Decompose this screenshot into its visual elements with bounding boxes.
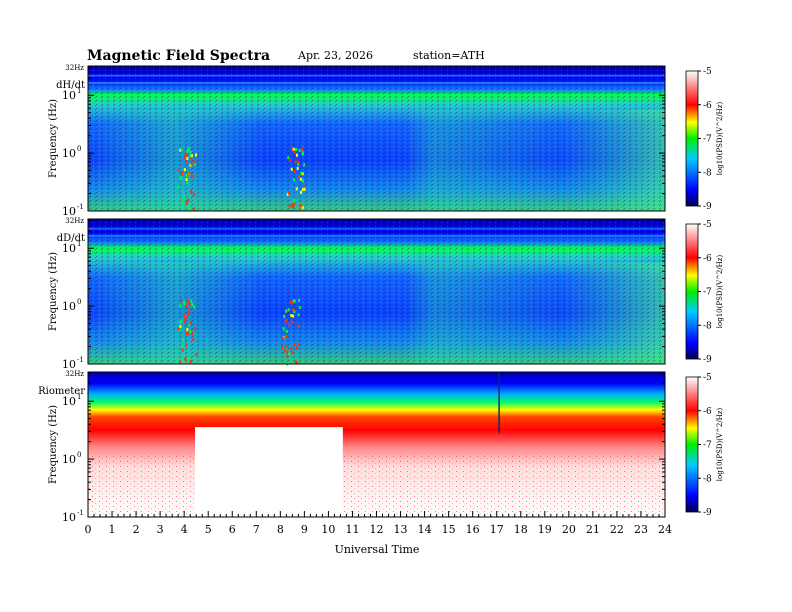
x-tick-label-10: 10	[321, 523, 335, 536]
x-tick-label-18: 18	[514, 523, 528, 536]
y-tick-exp-3-1: 0	[77, 451, 81, 459]
colorbar-tick-1-0: -5	[703, 67, 712, 77]
colorbar-tick-1-2: -7	[703, 135, 712, 145]
panel-frame-2	[87, 218, 666, 365]
x-tick-label-17: 17	[490, 523, 504, 536]
colorbar-label-2: log10(PSD)(V^2/Hz)	[716, 255, 724, 329]
y-tick-label-3-0: 10	[62, 395, 76, 408]
spectrogram-noise-3	[88, 451, 665, 517]
y-tick-exp-2-2: -1	[77, 356, 84, 364]
y-tick-label-2-0: 10	[62, 242, 76, 255]
panel-label-2: dD/dt	[57, 233, 85, 244]
x-tick-label-0: 0	[85, 523, 92, 536]
colorbar-tick-3-4: -9	[703, 508, 712, 518]
x-tick-label-2: 2	[133, 523, 140, 536]
x-tick-label-14: 14	[418, 523, 432, 536]
x-tick-label-22: 22	[610, 523, 624, 536]
date-label: Apr. 23, 2026	[297, 49, 373, 62]
x-tick-label-19: 19	[538, 523, 552, 536]
y-axis-label-1: Frequency (Hz)	[48, 99, 59, 178]
colorbar-tick-3-3: -8	[703, 474, 712, 484]
colorbar-tick-1-4: -9	[703, 202, 712, 212]
burst-2-1	[281, 298, 301, 366]
y-tick-label-2-1: 10	[62, 300, 76, 313]
y-tick-label-3-2: 10	[62, 511, 76, 524]
x-tick-label-9: 9	[301, 523, 308, 536]
x-tick-label-6: 6	[229, 523, 236, 536]
y-tick-exp-2-1: 0	[77, 298, 81, 306]
burst-1-0	[177, 147, 198, 211]
colorbar-label-1: log10(PSD)(V^2/Hz)	[716, 102, 724, 176]
colorbar-tick-2-0: -5	[703, 220, 712, 230]
x-axis: 0 1 2 3 4 5 6 7 8 9 10 11 12 13 14 15 16 17 18 19 20 21 22 23 24	[85, 511, 672, 536]
burst-2-0	[177, 298, 198, 364]
x-tick-label-11: 11	[345, 523, 359, 536]
y-tick-exp-1-2: -1	[77, 203, 84, 211]
figure-title: Magnetic Field Spectra	[87, 48, 270, 64]
panel-label-1: dH/dt	[56, 80, 85, 91]
x-axis-label: Universal Time	[335, 543, 420, 556]
y-axis-label-3: Frequency (Hz)	[48, 405, 59, 484]
station-label: station=ATH	[413, 49, 485, 62]
colorbar-tick-3-2: -7	[703, 441, 712, 451]
burst-1-1	[286, 147, 306, 210]
colorbar-2	[685, 223, 699, 360]
y-top-label-2: 32Hz	[65, 217, 84, 225]
colorbar-tick-2-1: -6	[703, 254, 712, 264]
y-axis-label-2: Frequency (Hz)	[48, 252, 59, 331]
x-tick-label-16: 16	[466, 523, 480, 536]
colorbar-1	[685, 70, 699, 207]
panel-label-3: Riometer	[38, 386, 85, 397]
x-tick-label-7: 7	[253, 523, 260, 536]
y-tick-label-1-0: 10	[62, 89, 76, 102]
colorbar-tick-2-3: -8	[703, 321, 712, 331]
panel-frame-1	[87, 65, 666, 212]
x-tick-label-20: 20	[562, 523, 576, 536]
band-line-2-1	[88, 234, 665, 237]
y-tick-label-1-1: 10	[62, 147, 76, 160]
x-tick-label-8: 8	[277, 523, 284, 536]
spectrogram-noise-1	[88, 66, 665, 211]
y-top-label-1: 32Hz	[65, 64, 84, 72]
x-tick-label-13: 13	[394, 523, 408, 536]
y-tick-exp-1-1: 0	[77, 145, 81, 153]
x-tick-label-1: 1	[109, 523, 116, 536]
band-line-1-1	[88, 81, 665, 84]
colorbar-tick-3-0: -5	[703, 373, 712, 383]
colorbar-tick-3-1: -6	[703, 407, 712, 417]
x-tick-label-3: 3	[157, 523, 164, 536]
colorbar-label-3: log10(PSD)(V^2/Hz)	[716, 408, 724, 482]
x-tick-label-15: 15	[442, 523, 456, 536]
y-tick-exp-3-2: -1	[77, 509, 84, 517]
data-gap	[194, 427, 343, 517]
x-tick-label-23: 23	[634, 523, 648, 536]
colorbar-tick-1-3: -8	[703, 168, 712, 178]
y-tick-exp-1-0: 1	[77, 87, 81, 95]
colorbar-tick-1-1: -6	[703, 101, 712, 111]
y-tick-label-2-2: 10	[62, 358, 76, 371]
y-tick-exp-2-0: 1	[77, 240, 81, 248]
y-tick-label-3-1: 10	[62, 453, 76, 466]
colorbar-tick-2-4: -9	[703, 355, 712, 365]
x-tick-label-5: 5	[205, 523, 212, 536]
spectrogram-noise-2	[88, 219, 665, 364]
y-tick-exp-3-0: 1	[77, 393, 81, 401]
y-top-label-3: 32Hz	[65, 370, 84, 378]
band-line-1-0	[88, 74, 665, 77]
x-tick-label-24: 24	[658, 523, 672, 536]
colorbar-3	[685, 376, 699, 513]
x-tick-label-12: 12	[370, 523, 384, 536]
x-tick-label-21: 21	[586, 523, 600, 536]
x-tick-label-4: 4	[181, 523, 188, 536]
colorbar-tick-2-2: -7	[703, 288, 712, 298]
y-tick-label-1-2: 10	[62, 205, 76, 218]
band-line-2-0	[88, 227, 665, 230]
